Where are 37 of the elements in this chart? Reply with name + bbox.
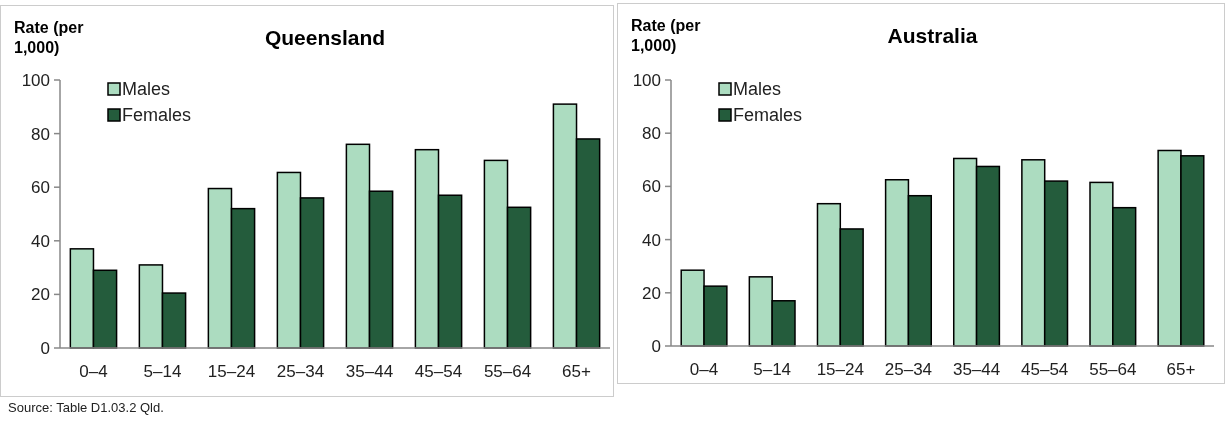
legend-label: Males [122,79,171,100]
x-tick-label: 55–64 [483,362,532,381]
x-tick-label: 25–34 [276,362,325,381]
y-tick-label: 100 [21,70,50,90]
x-tick-label: 0–4 [689,360,719,379]
x-tick-label: 35–44 [345,362,394,381]
legend-label: Females [733,105,803,126]
y-tick-label: 80 [31,124,50,144]
legend-label: Males [733,79,782,100]
y-axis-title: Rate (per 1,000) [14,19,84,56]
y-tick-label: 40 [642,230,661,250]
y-tick-label: 0 [651,336,661,356]
y-tick-label: 40 [31,231,50,251]
legend-label: Females [122,105,192,126]
x-tick-label: 65+ [562,362,592,381]
x-tick-label: 0–4 [79,362,108,381]
x-tick-label: 25–34 [884,360,933,379]
x-tick-label: 5–14 [753,360,792,379]
y-tick-label: 60 [642,177,661,197]
y-tick-label: 20 [642,283,661,303]
y-tick-label: 0 [40,338,50,358]
source-note: Source: Table D1.03.2 Qld. [8,400,164,415]
x-tick-label: 55–64 [1089,360,1137,379]
x-tick-label: 45–54 [1021,360,1069,379]
x-tick-label: 15–24 [207,362,256,381]
y-tick-label: 60 [31,178,50,198]
x-tick-label: 35–44 [952,360,1001,379]
x-tick-label: 15–24 [816,360,864,379]
x-tick-label: 65+ [1166,360,1196,379]
y-tick-label: 80 [642,124,661,144]
y-tick-label: 20 [31,285,50,305]
y-tick-label: 100 [632,70,661,90]
chart-title: Queensland [264,26,386,49]
y-axis-title: Rate (per 1,000) [631,17,701,54]
chart-title: Australia [887,24,978,47]
x-tick-label: 5–14 [143,362,182,381]
x-tick-label: 45–54 [414,362,463,381]
